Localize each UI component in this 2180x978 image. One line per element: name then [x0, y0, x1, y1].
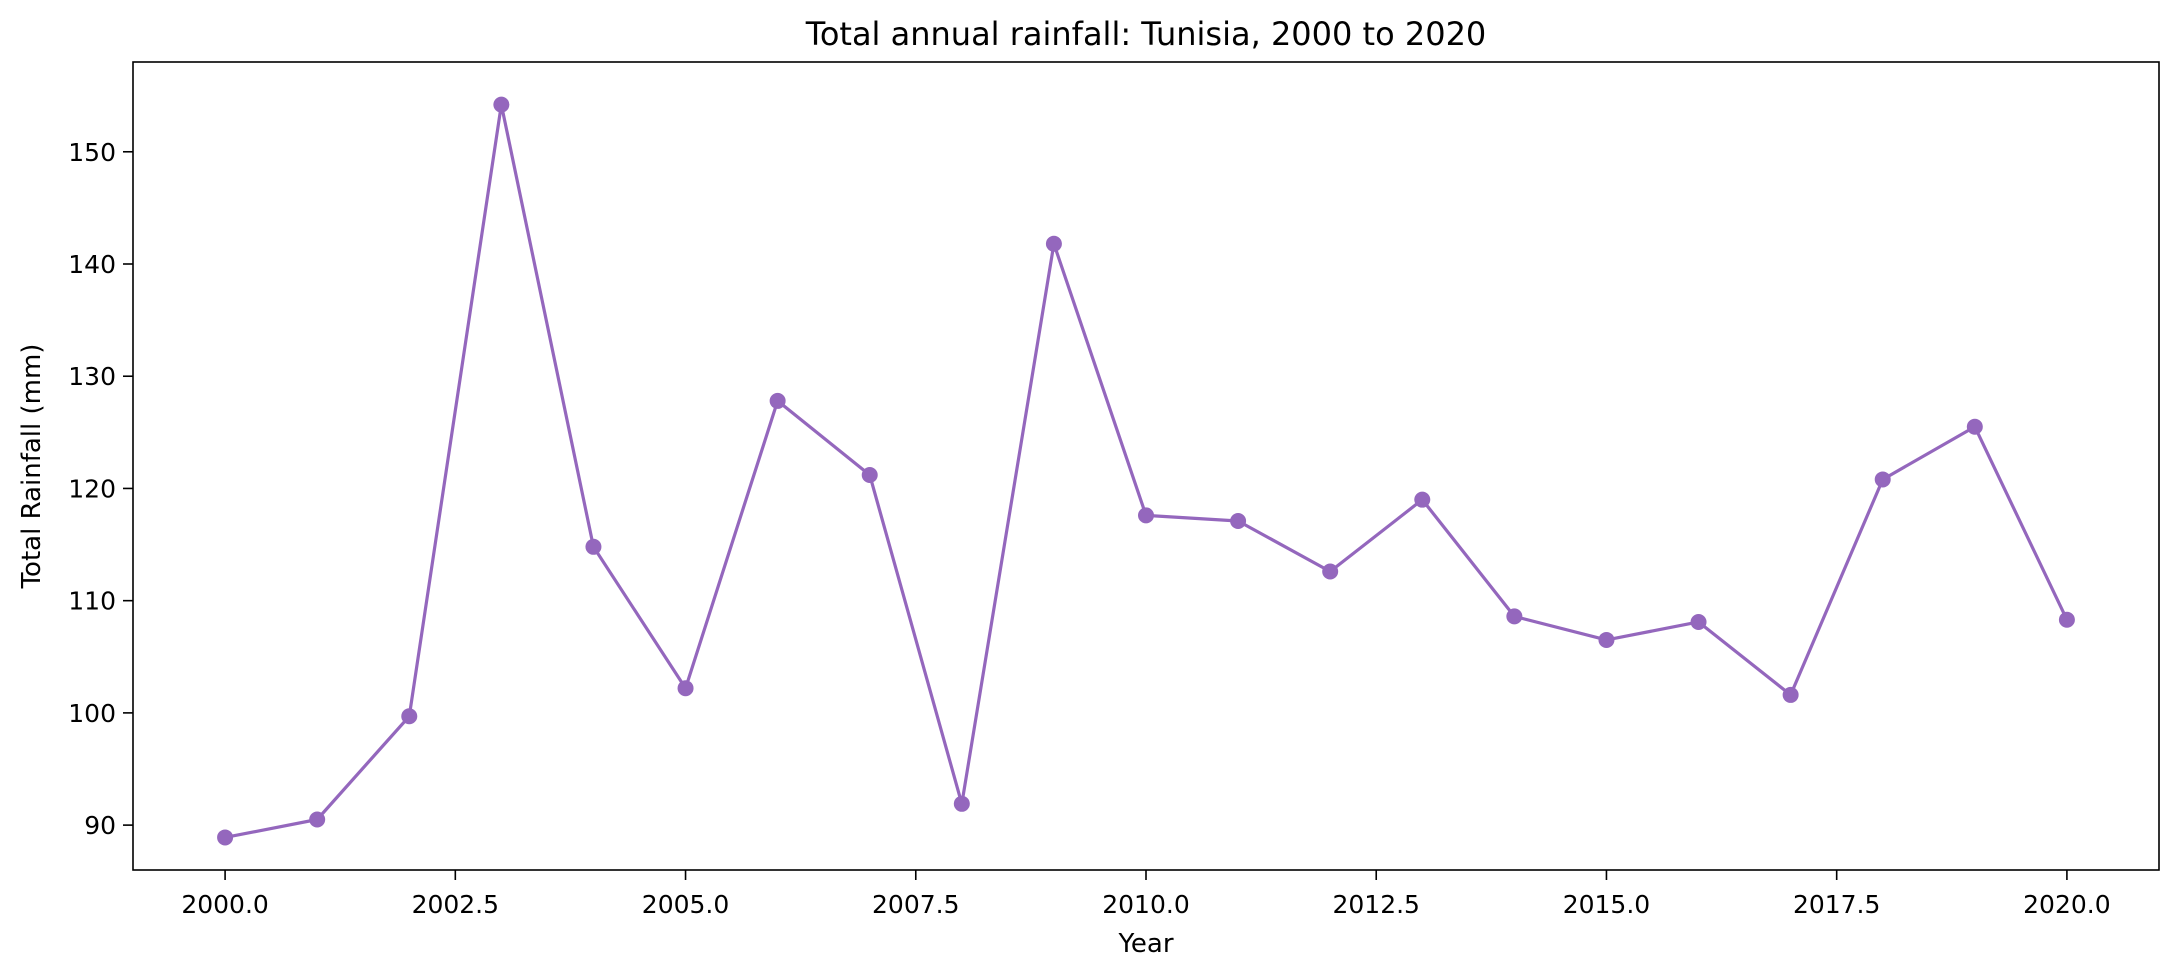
data-point — [2058, 611, 2075, 628]
y-tick-label: 120 — [68, 474, 116, 503]
x-axis-ticks: 2000.0 2002.5 2005.0 2007.5 2010.0 2012.5 2015… — [181, 870, 2111, 919]
x-tick-label: 2012.5 — [1332, 890, 1419, 919]
y-tick-label: 110 — [68, 587, 116, 616]
y-tick-label: 140 — [68, 250, 116, 279]
x-tick-label: 2007.5 — [872, 890, 959, 919]
data-point — [1414, 491, 1431, 508]
x-tick-label: 2020.0 — [2023, 890, 2110, 919]
data-point — [1966, 418, 1983, 435]
x-tick-label: 2017.5 — [1793, 890, 1880, 919]
data-point — [401, 708, 418, 725]
y-tick-label: 90 — [84, 811, 116, 840]
y-tick-label: 100 — [68, 699, 116, 728]
x-tick-label: 2005.0 — [642, 890, 729, 919]
data-point — [1690, 613, 1707, 630]
y-tick-label: 130 — [68, 362, 116, 391]
data-point — [585, 538, 602, 555]
data-point — [677, 680, 694, 697]
x-axis-label: Year — [1117, 929, 1173, 959]
y-axis-label: Total Rainfall (mm) — [17, 344, 47, 590]
data-point — [1874, 471, 1891, 488]
data-point — [1230, 512, 1247, 529]
x-tick-label: 2010.0 — [1102, 890, 1189, 919]
data-point — [769, 392, 786, 409]
data-point — [493, 96, 510, 113]
data-point — [953, 795, 970, 812]
plot-area-frame — [132, 61, 2160, 871]
x-tick-label: 2002.5 — [412, 890, 499, 919]
data-point — [309, 811, 326, 828]
data-point — [861, 466, 878, 483]
data-point — [1138, 507, 1154, 524]
data-point — [1598, 631, 1615, 648]
x-tick-label: 2000.0 — [181, 890, 268, 919]
data-point — [217, 829, 234, 846]
x-tick-label: 2015.0 — [1563, 890, 1650, 919]
data-point — [1045, 235, 1062, 252]
y-tick-label: 150 — [68, 138, 116, 167]
data-point — [1782, 686, 1799, 703]
rainfall-data-points — [217, 96, 2075, 846]
rainfall-series-line — [224, 103, 2069, 840]
y-axis-ticks: 90 100 110 120 130 140 150 — [68, 138, 133, 840]
chart-title: Total annual rainfall: Tunisia, 2000 to … — [805, 15, 1487, 53]
data-point — [1506, 608, 1523, 625]
data-point — [1322, 563, 1339, 580]
